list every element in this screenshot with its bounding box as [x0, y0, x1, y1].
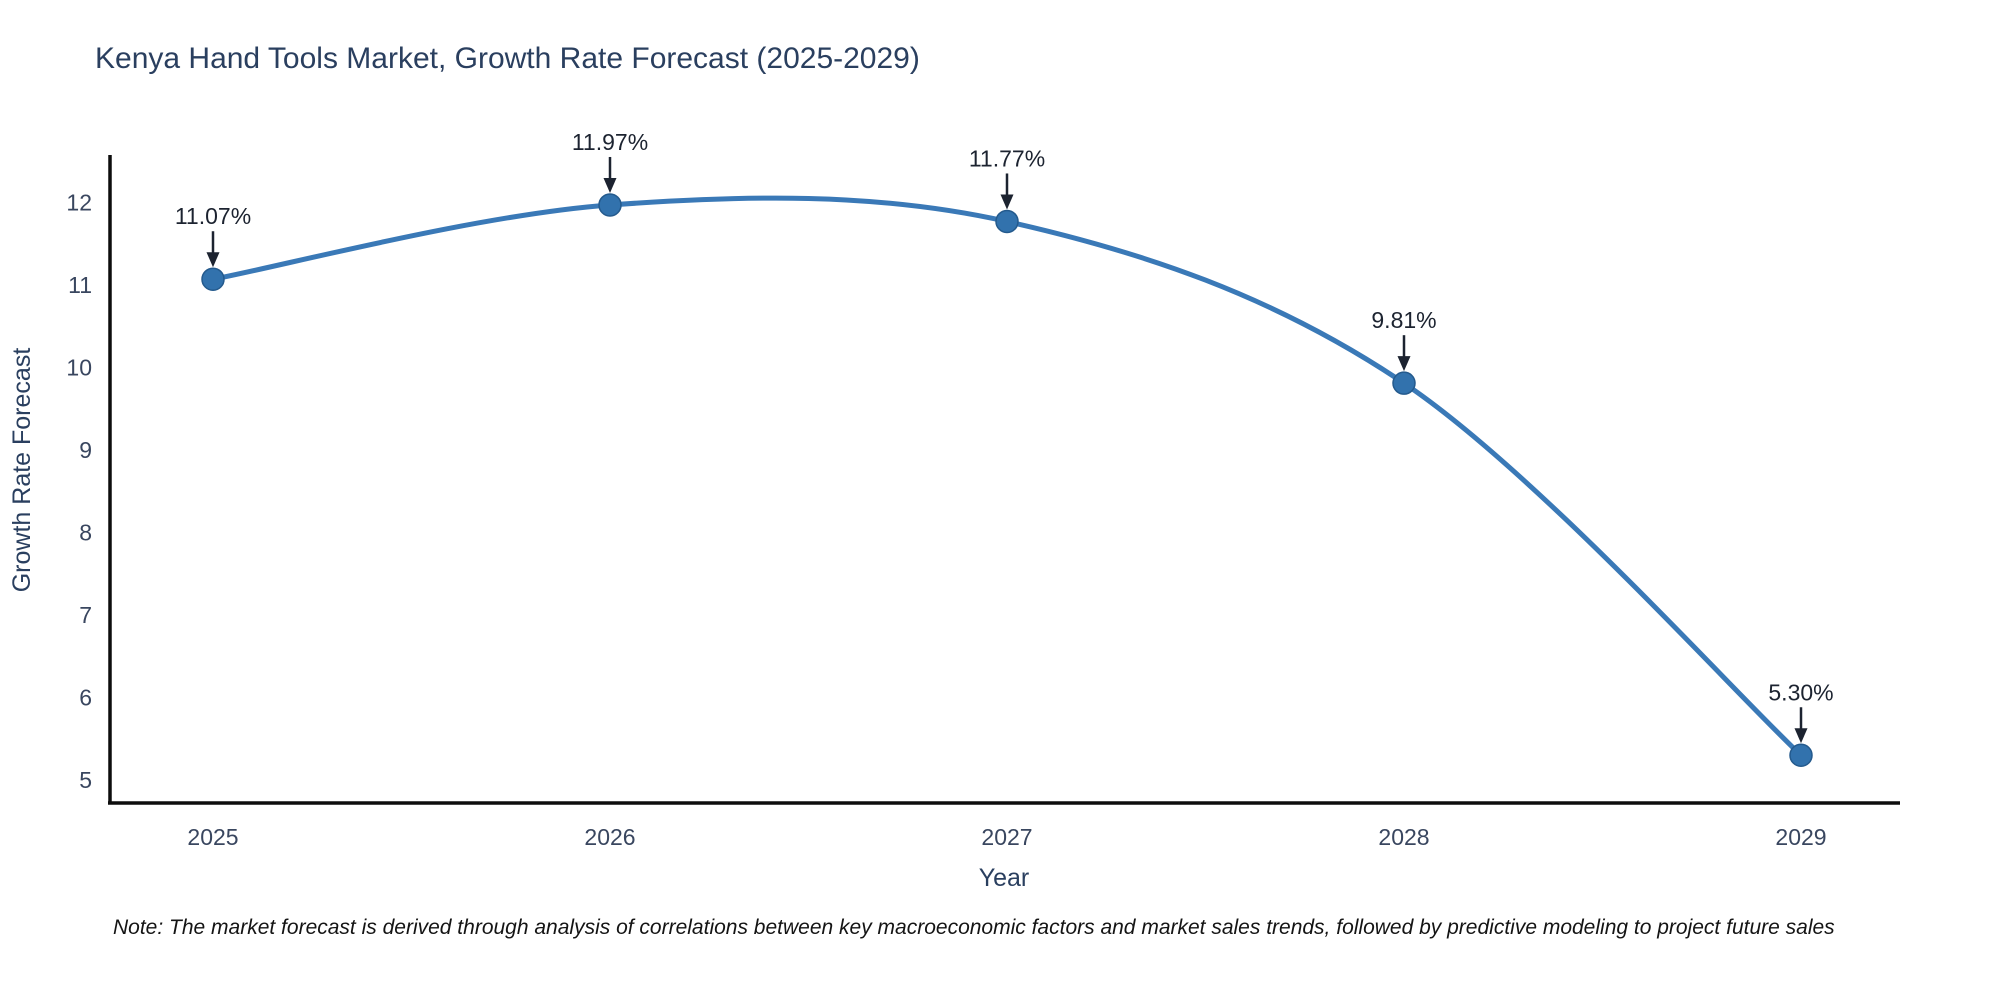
annotation-arrowhead: [603, 177, 617, 193]
annotation-label: 11.97%: [572, 129, 648, 155]
y-axis-title: Growth Rate Forecast: [8, 348, 36, 593]
data-point-marker: [201, 267, 225, 291]
y-tick-label: 6: [79, 685, 92, 711]
y-tick-label: 7: [79, 602, 92, 628]
data-point-marker: [1392, 371, 1416, 395]
x-axis-title: Year: [979, 864, 1030, 892]
annotation-arrowhead: [1794, 728, 1808, 744]
annotation-label: 11.07%: [175, 203, 251, 229]
plot-area: 5 6 7 8 9 10 11 12 2025 2026 2027 2028 2029 11.07% 11.…: [66, 129, 1900, 850]
y-tick-label: 12: [66, 190, 92, 216]
y-tick-label: 11: [68, 272, 92, 298]
annotation-label: 9.81%: [1371, 307, 1436, 333]
annotation-arrowhead: [1000, 194, 1014, 210]
x-tick-label: 2027: [981, 824, 1032, 850]
annotation-label: 5.30%: [1768, 679, 1833, 705]
x-tick-label: 2026: [584, 824, 635, 850]
data-point-marker: [1789, 743, 1813, 767]
x-tick-label: 2025: [187, 824, 238, 850]
y-tick-label: 5: [79, 767, 92, 793]
data-point-marker: [598, 193, 622, 217]
footnote: Note: The market forecast is derived thr…: [113, 916, 1835, 939]
x-tick-label: 2028: [1378, 824, 1429, 850]
trend-line: [210, 195, 1804, 758]
y-tick-label: 10: [66, 355, 92, 381]
x-tick-label: 2029: [1775, 824, 1826, 850]
annotation-arrowhead: [1397, 356, 1411, 372]
y-tick-label: 9: [79, 437, 92, 463]
annotation-arrowhead: [206, 252, 220, 268]
annotation-label: 11.77%: [969, 145, 1045, 171]
y-tick-label: 8: [79, 520, 92, 546]
data-point-marker: [995, 209, 1019, 234]
axis-spines: [108, 155, 1900, 805]
chart-title: Kenya Hand Tools Market, Growth Rate For…: [95, 42, 920, 75]
